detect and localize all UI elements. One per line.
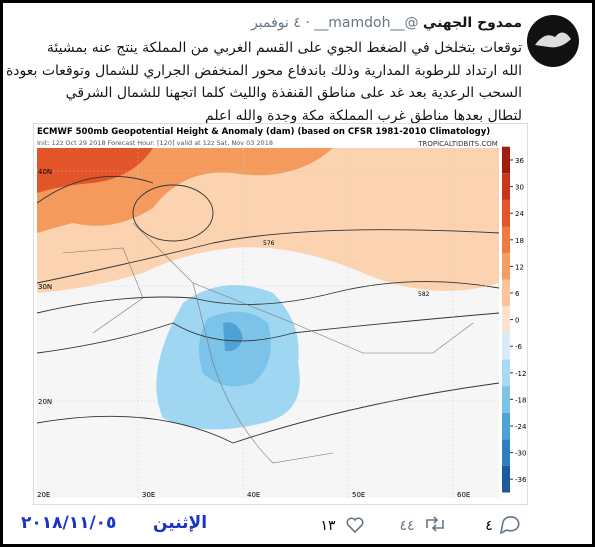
colorbar-swatch [502,412,510,440]
lon-label: 60E [457,491,470,499]
colorbar-swatch [502,226,510,254]
lon-label: 20E [37,491,50,499]
colorbar-swatch [502,306,510,333]
map-plot [36,148,500,498]
day-name: الإثنين [153,513,207,533]
tweet-line: لتطال بعدها مناطق غرب المملكة مكة وجدة و… [205,107,522,124]
colorbar-label: 30 [515,184,524,192]
colorbar-label: 6 [515,290,520,298]
colorbar-swatch [502,359,510,387]
contour-label: 582 [418,291,430,298]
user-handle[interactable]: @__mamdoh__ [314,15,419,31]
colorbar-label: -36 [515,476,527,484]
map-source: TROPICALTIDBITS.COM [417,140,498,148]
colorbar-swatch [502,199,510,227]
reply-count: ٤ [485,518,493,534]
colorbar-label: 36 [515,157,524,165]
forecast-map[interactable]: ECMWF 500mb Geopotential Height & Anomal… [33,123,528,505]
tweet-line: الله ارتداد للرطوبة المدارية وذلك باندفا… [5,62,522,79]
like-button[interactable]: ١٣ [320,517,364,534]
lat-label: 30N [38,283,52,291]
colorbar-label: 18 [515,237,524,245]
lat-label: 20N [38,398,52,406]
date-stamp: ٢٠١٨/١١/٠٥ [21,513,116,533]
colorbar-label: 12 [515,263,524,271]
map-title: ECMWF 500mb Geopotential Height & Anomal… [37,127,490,137]
colorbar-label: -24 [515,423,527,431]
colorbar-label: -30 [515,450,526,458]
colorbar-swatch [502,173,510,200]
colorbar-swatch [502,146,510,174]
lon-label: 40E [247,491,260,499]
colorbar-swatch [502,386,510,413]
tweet-line: توقعات بتخلخل في الضغط الجوي على القسم ا… [46,40,522,56]
like-count: ١٣ [320,518,336,534]
tweet-text: توقعات بتخلخل في الضغط الجوي على القسم ا… [2,37,522,127]
contour-label: 576 [263,240,275,247]
colorbar-label: -12 [515,370,526,378]
tweet-date[interactable]: ٤ نوفمبر [251,15,301,31]
colorbar-label: 0 [515,317,519,325]
lon-label: 50E [352,491,365,499]
colorbar-swatch [502,465,510,493]
tweet-header: ممدوح الجهني @__mamdoh__ · ٤ نوفمبر [251,15,522,31]
retweet-button[interactable]: ٤٤ [399,516,444,534]
tweet-line: السحب الرعدية بعد غد على مناطق القنفذة و… [65,85,522,101]
avatar[interactable] [525,13,581,69]
map-subtitle: Init: 12z Oct 29 2018 Forecast Hour: [12… [37,139,273,147]
colorbar-label: -18 [515,396,526,404]
user-name[interactable]: ممدوح الجهني [422,15,522,31]
retweet-count: ٤٤ [399,518,414,534]
colorbar-label: 24 [515,210,524,218]
colorbar-swatch [502,439,510,466]
colorbar-swatch [502,253,510,280]
colorbar-swatch [502,279,510,307]
tweet-footer: ٢٠١٨/١١/٠٥ الإثنين ٤ ٤٤ ١٣ [21,513,520,535]
lon-label: 30E [142,491,155,499]
colorbar-label: -6 [515,343,523,351]
lat-label: 40N [38,168,52,176]
reply-button[interactable]: ٤ [485,516,520,535]
colorbar-swatch [502,332,510,360]
